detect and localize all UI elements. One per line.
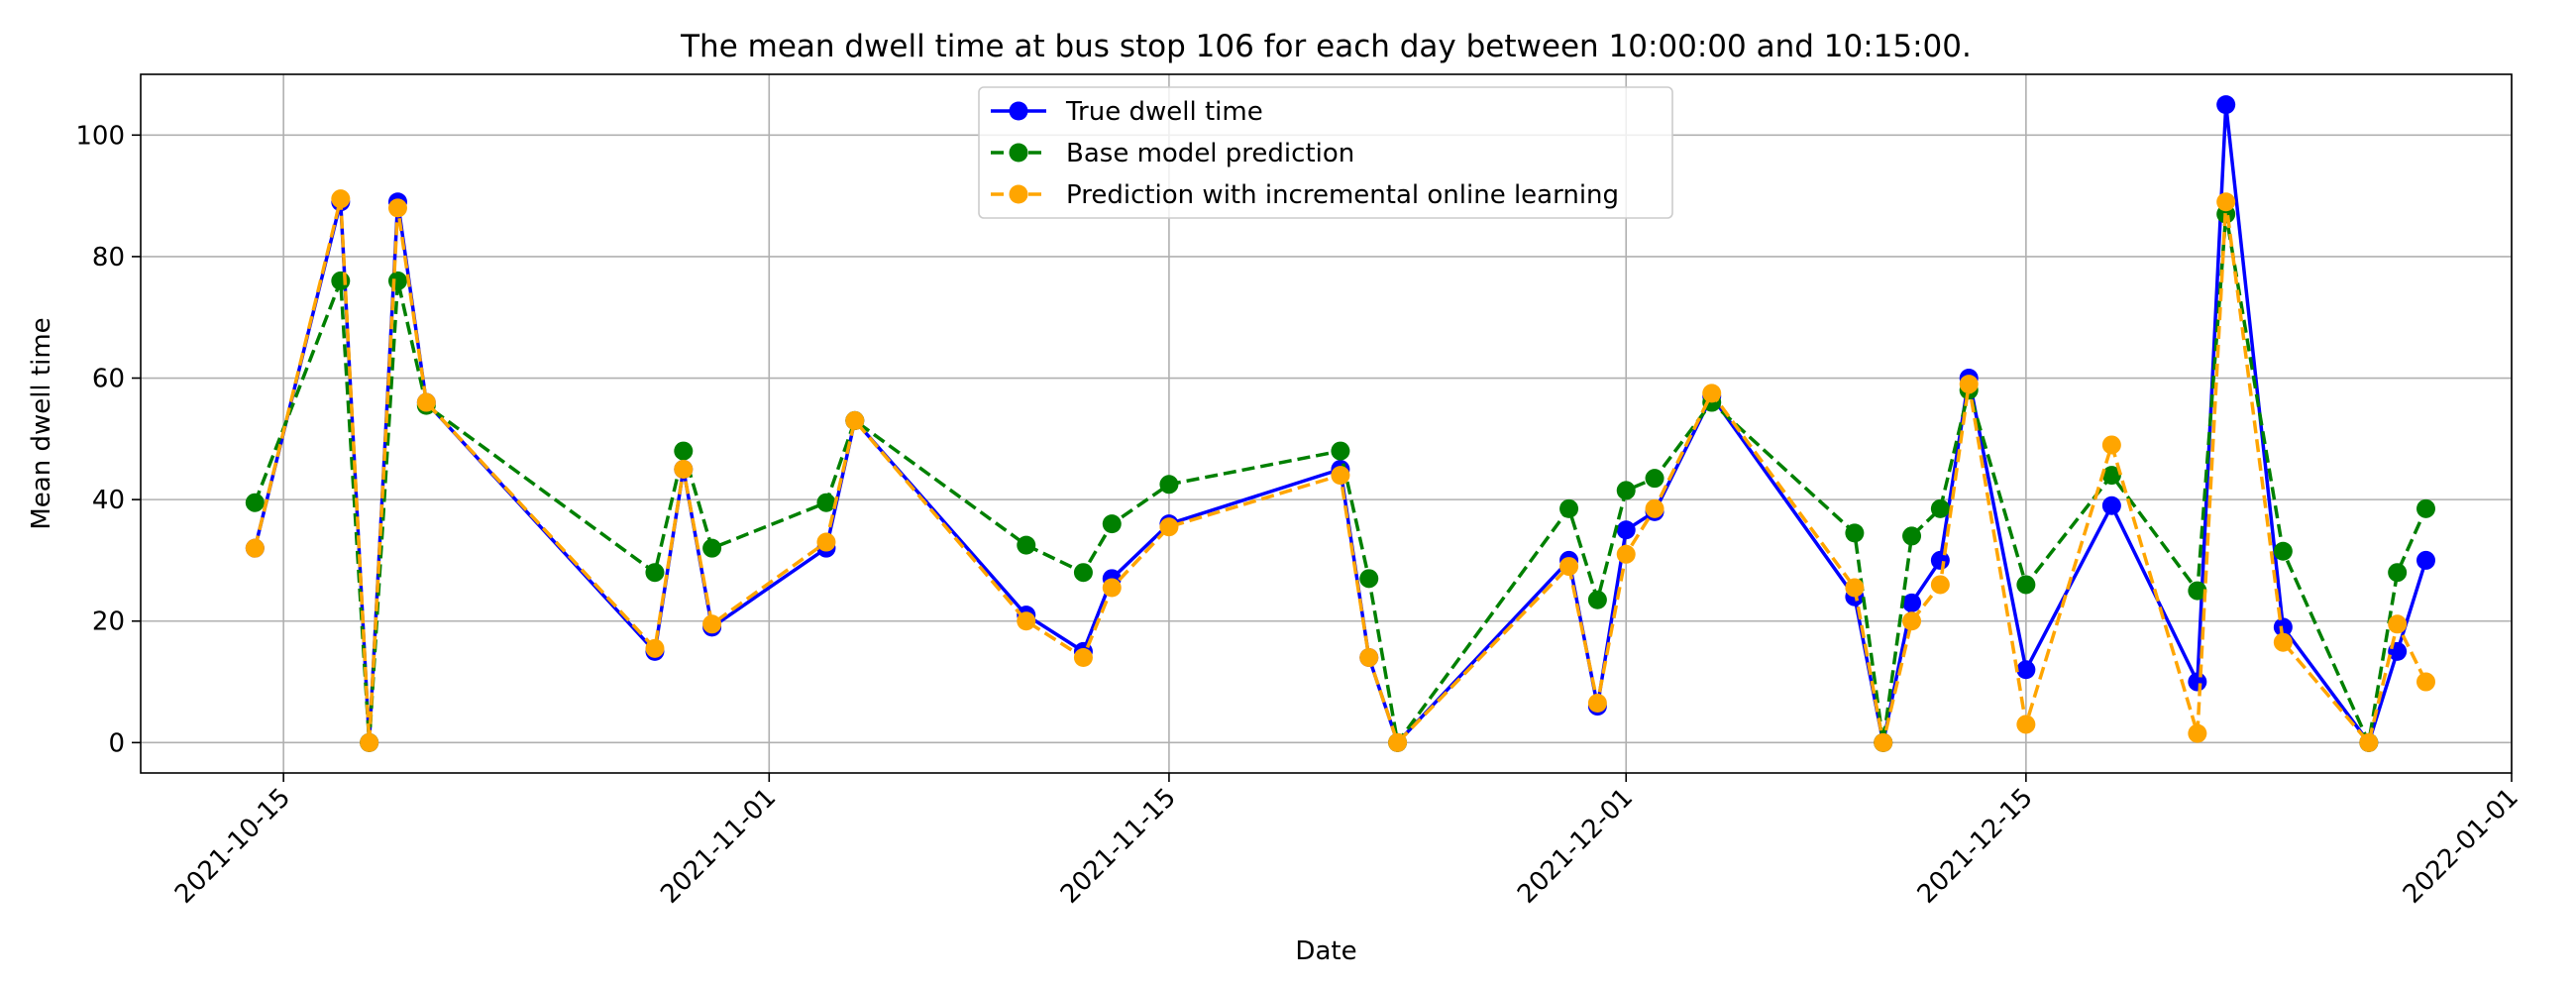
y-tick-label: 0 xyxy=(108,728,125,758)
data-point xyxy=(1874,732,1893,752)
data-point xyxy=(2188,672,2207,692)
data-point xyxy=(2216,95,2236,115)
data-point xyxy=(2388,614,2408,634)
data-point xyxy=(1616,520,1636,540)
data-point xyxy=(387,271,407,290)
y-axis-label: Mean dwell time xyxy=(27,317,56,529)
data-point xyxy=(1702,384,1722,403)
data-point xyxy=(1359,569,1379,589)
data-point xyxy=(1930,550,1950,570)
data-point xyxy=(1959,375,1979,394)
data-point xyxy=(1102,514,1122,534)
data-point xyxy=(1845,523,1865,543)
data-point xyxy=(1017,535,1036,555)
data-point xyxy=(1073,648,1093,668)
data-point xyxy=(2101,466,2121,486)
data-point xyxy=(416,392,436,412)
data-point xyxy=(1102,578,1122,598)
data-point xyxy=(1616,544,1636,564)
data-point xyxy=(2016,575,2036,595)
legend-label: Prediction with incremental online learn… xyxy=(1066,180,1619,210)
data-point xyxy=(2101,435,2121,455)
data-point xyxy=(1902,593,1922,612)
data-point xyxy=(1845,578,1865,598)
data-point xyxy=(1331,466,1350,486)
data-point xyxy=(1559,498,1579,518)
data-point xyxy=(2273,541,2293,561)
data-point xyxy=(2416,550,2436,570)
legend-box xyxy=(978,86,1673,219)
data-point xyxy=(2188,581,2207,601)
data-point xyxy=(702,538,722,558)
legend-marker xyxy=(1009,184,1028,204)
data-point xyxy=(2101,496,2121,515)
data-point xyxy=(2388,563,2408,583)
data-point xyxy=(1930,575,1950,595)
data-point xyxy=(2016,660,2036,680)
legend: True dwell time Base model prediction Pred… xyxy=(978,86,1673,219)
series-line xyxy=(253,196,2428,745)
y-tick-label: 20 xyxy=(92,607,125,637)
data-point xyxy=(2359,732,2379,752)
data-point xyxy=(2016,715,2036,734)
y-tick-label: 40 xyxy=(92,486,125,515)
data-point xyxy=(331,189,351,209)
data-point xyxy=(816,493,836,512)
legend-entry: True dwell time xyxy=(991,97,1263,127)
y-tick-label: 80 xyxy=(92,243,125,273)
data-point xyxy=(1645,498,1664,518)
data-point xyxy=(674,459,694,479)
data-point xyxy=(1159,475,1179,495)
data-point xyxy=(2416,672,2436,692)
data-point xyxy=(1930,498,1950,518)
data-point xyxy=(360,732,379,752)
legend-entry: Prediction with incremental online learn… xyxy=(991,180,1619,210)
data-point xyxy=(1616,481,1636,500)
x-axis-label: Date xyxy=(1295,936,1356,966)
data-point xyxy=(245,538,265,558)
data-point xyxy=(2416,498,2436,518)
data-point xyxy=(1902,526,1922,546)
data-point xyxy=(1587,694,1607,713)
legend-label: True dwell time xyxy=(1065,97,1263,127)
data-point xyxy=(1331,441,1350,461)
data-point xyxy=(702,614,722,634)
plot-frame xyxy=(140,73,2513,774)
data-point xyxy=(845,410,865,430)
y-tick-label: 60 xyxy=(92,365,125,394)
data-point xyxy=(674,441,694,461)
data-point xyxy=(1073,563,1093,583)
chart-title: The mean dwell time at bus stop 106 for … xyxy=(680,29,1972,64)
series-3 xyxy=(245,189,2436,752)
data-point xyxy=(645,563,665,583)
data-point xyxy=(245,493,265,512)
data-point xyxy=(1388,732,1408,752)
y-tick-label: 100 xyxy=(75,121,125,151)
data-point xyxy=(2216,192,2236,212)
legend-marker xyxy=(1009,101,1028,121)
legend-marker xyxy=(1009,143,1028,163)
legend-entry: Base model prediction xyxy=(991,139,1354,168)
data-point xyxy=(331,271,351,290)
data-point xyxy=(1159,517,1179,537)
data-point xyxy=(2188,723,2207,743)
series-layer xyxy=(245,95,2436,752)
data-point xyxy=(2273,632,2293,652)
data-point xyxy=(2273,617,2293,637)
data-point xyxy=(645,638,665,658)
data-point xyxy=(1902,611,1922,631)
legend-label: Base model prediction xyxy=(1066,139,1354,168)
data-point xyxy=(1645,469,1664,489)
data-point xyxy=(1359,648,1379,668)
data-point xyxy=(387,198,407,218)
data-point xyxy=(1017,611,1036,631)
data-point xyxy=(1587,590,1607,609)
data-point xyxy=(1559,557,1579,577)
data-point xyxy=(816,532,836,552)
